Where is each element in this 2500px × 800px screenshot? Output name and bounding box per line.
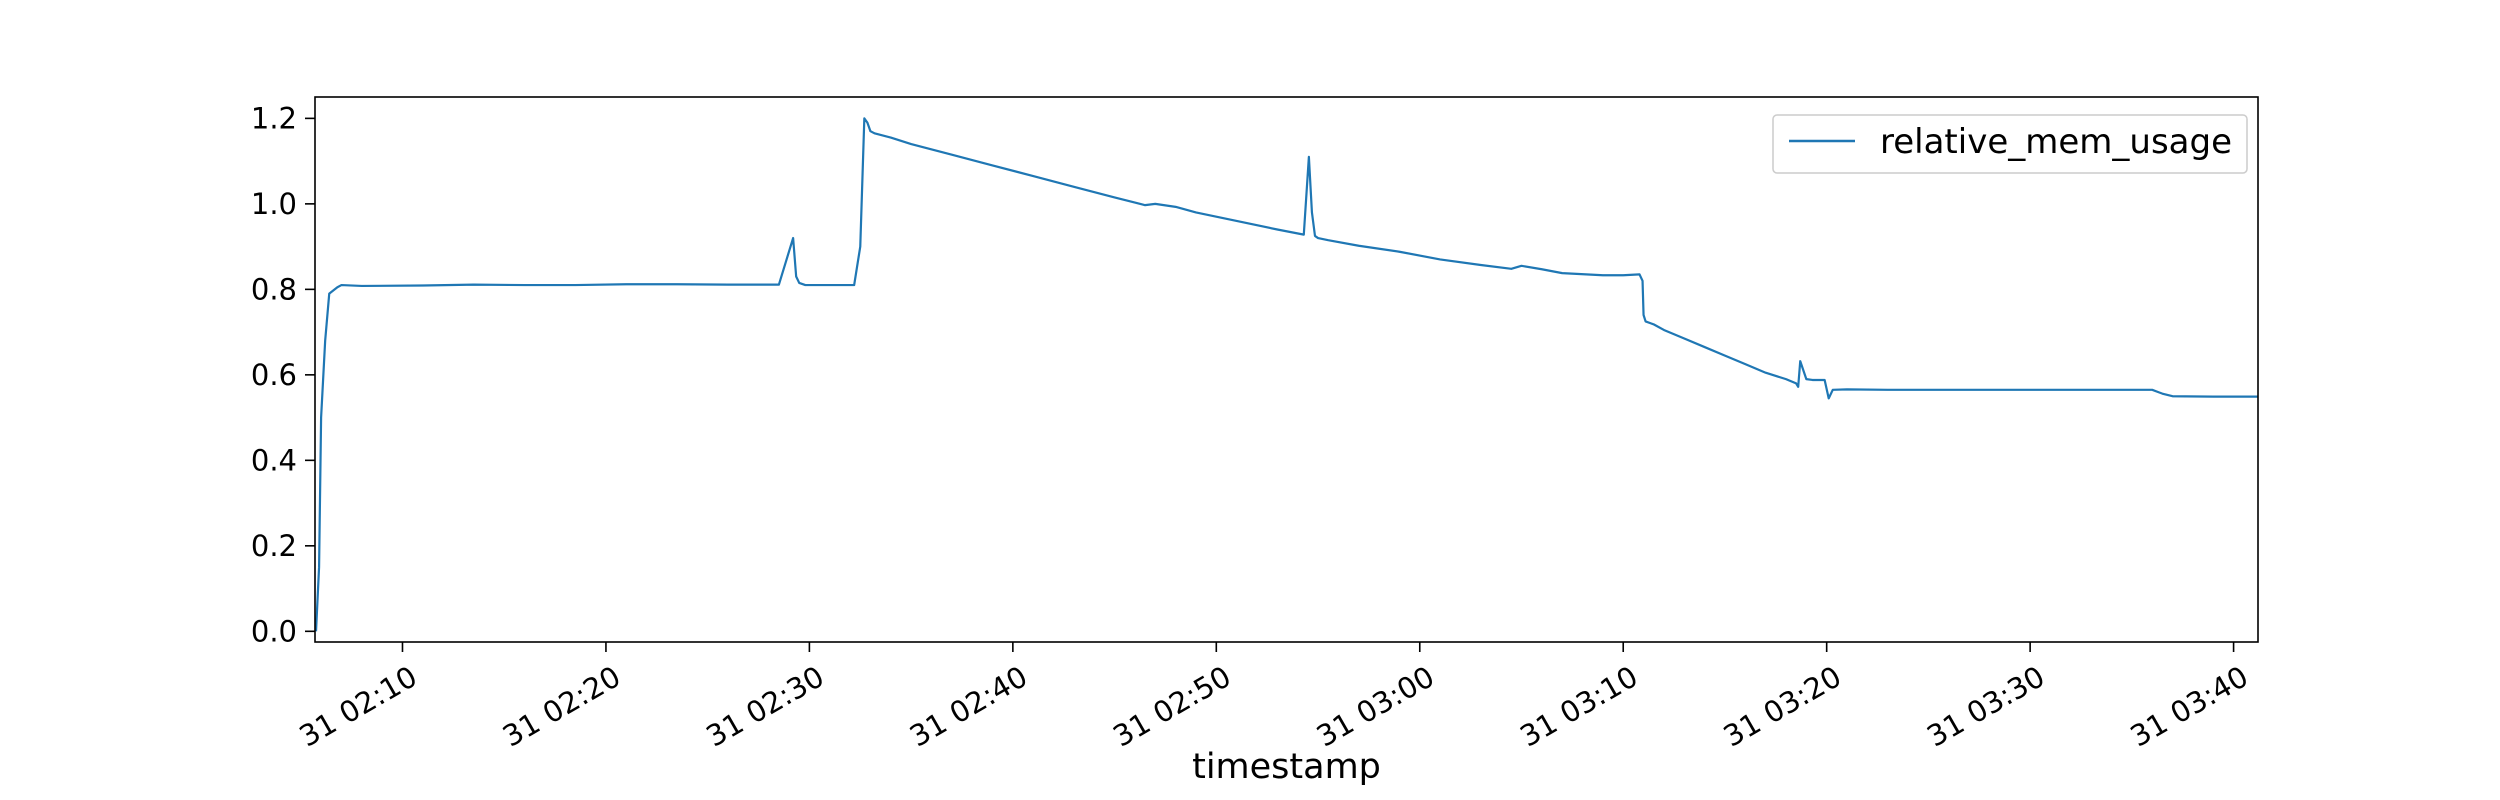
plot-content <box>314 117 2258 632</box>
y-tick-label: 0.2 <box>251 529 297 563</box>
x-axis: 31 02:10 31 02:20 31 02:30 31 02:40 31 02:50… <box>293 642 2254 754</box>
y-tick-label: 0.4 <box>251 443 297 477</box>
y-tick-label: 1.0 <box>251 187 297 221</box>
plot-frame <box>314 96 2259 643</box>
y-tick-label: 0.6 <box>251 358 297 392</box>
x-tick-label: 31 03:20 <box>1718 659 1847 753</box>
x-tick-label: 31 03:00 <box>1311 659 1440 753</box>
x-tick-label: 31 02:50 <box>1107 659 1236 753</box>
x-tick-label: 31 02:10 <box>293 659 422 753</box>
x-tick-label: 31 02:30 <box>700 659 829 753</box>
x-tick-label: 31 02:20 <box>497 659 626 753</box>
legend-box <box>1772 114 2248 174</box>
y-tick-label: 0.0 <box>251 614 297 648</box>
legend: relative_mem_usage <box>1772 114 2248 174</box>
x-axis-title: timestamp <box>1192 747 1381 787</box>
x-tick-label: 31 02:40 <box>904 659 1033 753</box>
x-tick-label: 31 03:30 <box>1921 659 2050 753</box>
y-axis: 0.0 0.2 0.4 0.6 0.8 1.0 1.2 <box>251 101 315 648</box>
y-tick-label: 1.2 <box>251 101 297 135</box>
legend-label: relative_mem_usage <box>1880 122 2232 162</box>
x-tick-label: 31 03:10 <box>1514 659 1643 753</box>
y-tick-label: 0.8 <box>251 272 297 306</box>
x-tick-label: 31 03:40 <box>2125 659 2254 753</box>
series-line-relative_mem_usage <box>314 117 2258 632</box>
